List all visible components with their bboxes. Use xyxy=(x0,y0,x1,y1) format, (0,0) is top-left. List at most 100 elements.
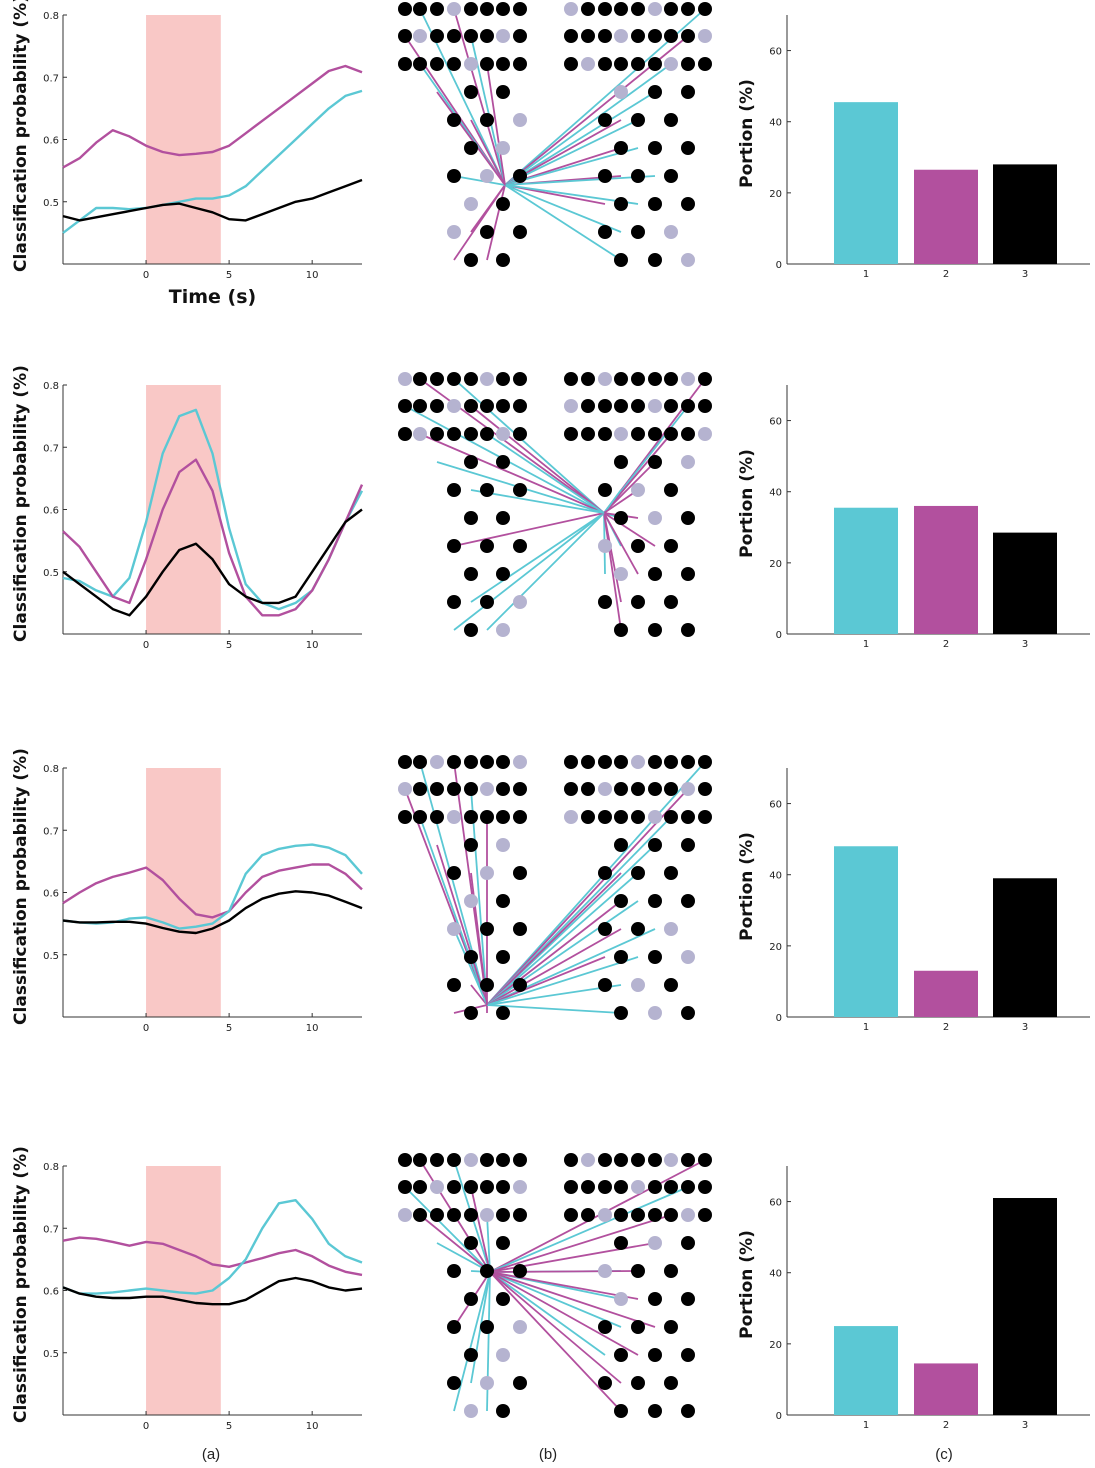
electrode-node xyxy=(513,113,527,127)
electrode-node xyxy=(614,197,628,211)
connection-line xyxy=(486,900,639,1006)
electrode-node xyxy=(398,29,412,43)
electrode-node xyxy=(648,782,662,796)
bar-chart-4: 0 20 40 60 1 2 3 Portion (%) xyxy=(737,1166,1090,1431)
electrode-node xyxy=(614,372,628,386)
electrode-node xyxy=(614,894,628,908)
y-tick-label: 0.7 xyxy=(43,826,59,837)
electrode-node xyxy=(681,141,695,155)
electrode-node xyxy=(413,1153,427,1167)
electrode-node xyxy=(648,1180,662,1194)
electrode-node xyxy=(480,1208,494,1222)
electrode-node xyxy=(598,113,612,127)
connection-line xyxy=(489,1159,706,1273)
connection-line xyxy=(603,489,622,514)
electrode-node xyxy=(631,1153,645,1167)
electrode-node xyxy=(598,225,612,239)
electrode-node xyxy=(496,1404,510,1418)
x-tick-label: 3 xyxy=(1022,1420,1028,1431)
electrode-node xyxy=(480,113,494,127)
bar-chart-3: 0 20 40 60 1 2 3 Portion (%) xyxy=(737,768,1090,1033)
y-tick-label: 0.6 xyxy=(43,1287,59,1298)
electrode-node xyxy=(480,755,494,769)
electrode-node xyxy=(496,623,510,637)
electrode-node xyxy=(698,29,712,43)
electrode-node xyxy=(598,978,612,992)
electrode-node xyxy=(648,427,662,441)
y-axis-label: Classification probability (%) xyxy=(11,748,31,1025)
stimulus-interval-shade xyxy=(146,385,221,634)
electrode-node xyxy=(631,1180,645,1194)
electrode-node xyxy=(664,29,678,43)
electrode-node xyxy=(513,2,527,16)
electrode-node xyxy=(681,1236,695,1250)
electrode-node xyxy=(464,1236,478,1250)
x-tick-label: 5 xyxy=(226,1421,232,1432)
electrode-node xyxy=(681,1153,695,1167)
electrode-node xyxy=(664,1264,678,1278)
y-axis-label: Classification probability (%) xyxy=(11,1146,31,1423)
electrode-node xyxy=(480,866,494,880)
y-tick-label: 40 xyxy=(769,488,782,499)
connection-line xyxy=(489,1271,622,1384)
connection-line xyxy=(489,1214,672,1273)
electrode-node xyxy=(447,113,461,127)
electrode-node xyxy=(413,427,427,441)
connection-line xyxy=(486,1214,491,1273)
electrode-node xyxy=(430,755,444,769)
electrode-node xyxy=(430,1153,444,1167)
electrode-node xyxy=(631,372,645,386)
electrode-node xyxy=(614,1208,628,1222)
bar-3 xyxy=(993,532,1057,634)
electrode-node xyxy=(447,1153,461,1167)
connection-line xyxy=(470,405,605,514)
x-tick-label: 5 xyxy=(226,640,232,651)
electrode-node xyxy=(648,1348,662,1362)
electrode-node xyxy=(464,197,478,211)
electrode-node xyxy=(631,1264,645,1278)
electrode-node xyxy=(681,1404,695,1418)
electrode-node xyxy=(614,1404,628,1418)
electrode-node xyxy=(648,399,662,413)
electrode-node xyxy=(581,1208,595,1222)
x-tick-label: 1 xyxy=(863,1420,869,1431)
electrode-node xyxy=(681,372,695,386)
electrode-node xyxy=(598,29,612,43)
electrode-node xyxy=(398,372,412,386)
electrode-node xyxy=(664,866,678,880)
connection-line xyxy=(486,1004,622,1014)
electrode-node xyxy=(447,810,461,824)
electrode-node xyxy=(681,399,695,413)
electrode-node xyxy=(496,1236,510,1250)
electrode-node xyxy=(614,511,628,525)
electrode-node xyxy=(598,1180,612,1194)
electrode-node xyxy=(631,922,645,936)
x-tick-label: 3 xyxy=(1022,639,1028,650)
electrode-node xyxy=(464,511,478,525)
electrode-node xyxy=(648,623,662,637)
electrode-node xyxy=(664,372,678,386)
electrode-node xyxy=(631,169,645,183)
electrode-node xyxy=(496,399,510,413)
connection-line xyxy=(486,956,606,1006)
electrode-node xyxy=(464,57,478,71)
electrode-node xyxy=(464,1292,478,1306)
electrode-node xyxy=(581,29,595,43)
electrode-node xyxy=(564,1208,578,1222)
electrode-node xyxy=(648,755,662,769)
connection-line xyxy=(419,1214,491,1273)
electrode-node xyxy=(496,1006,510,1020)
electrode-node xyxy=(681,810,695,824)
electrode-node xyxy=(598,2,612,16)
connection-line xyxy=(486,900,622,1006)
electrode-node xyxy=(464,1006,478,1020)
line-chart-1: 0.5 0.6 0.7 0.8 0 5 10 Classification probabili… xyxy=(11,0,363,308)
electrode-node xyxy=(648,57,662,71)
x-tick-label: 0 xyxy=(143,270,149,281)
electrode-node xyxy=(480,539,494,553)
x-tick-label: 2 xyxy=(943,1022,949,1033)
electrode-node xyxy=(496,1153,510,1167)
electrode-node xyxy=(614,1292,628,1306)
